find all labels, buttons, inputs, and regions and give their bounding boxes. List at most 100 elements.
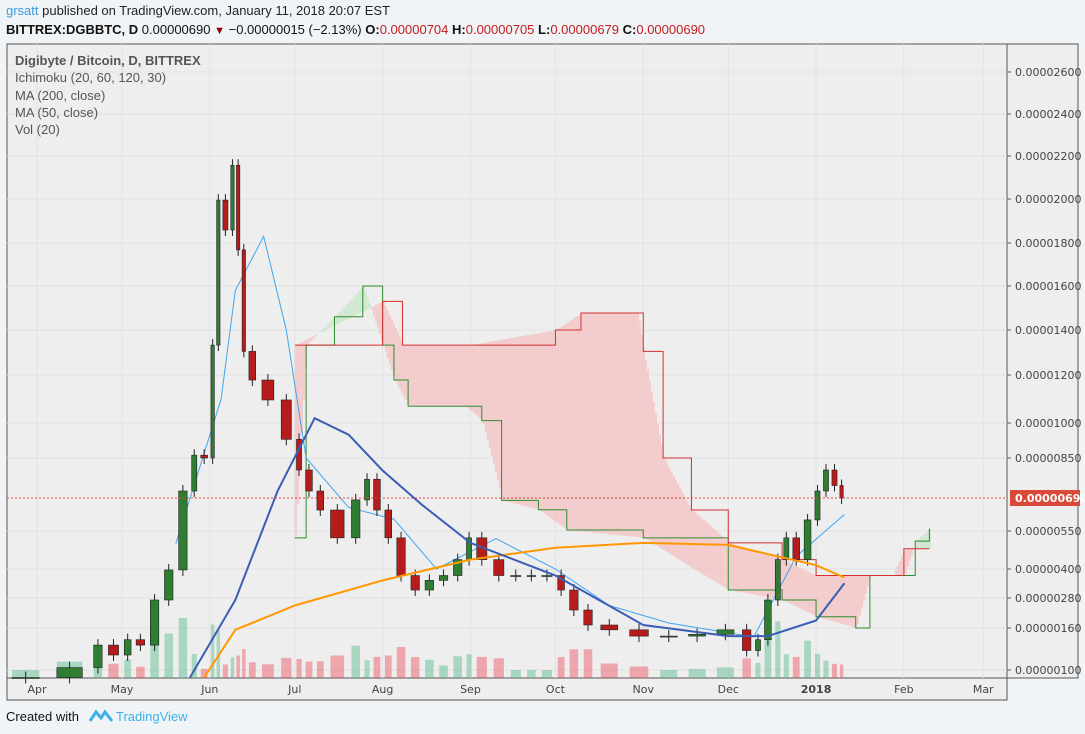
candle[interactable] [248,351,257,381]
legend-volume[interactable]: Vol (20) [15,122,60,138]
candle[interactable] [410,575,420,591]
candle[interactable] [93,644,103,668]
candle[interactable] [583,609,593,626]
candle[interactable] [56,667,83,678]
candle[interactable] [164,569,174,601]
candle[interactable] [774,559,781,601]
candle[interactable] [629,629,649,637]
volume-bar [281,657,292,678]
cloud-segment [816,575,820,617]
cloud-segment [378,303,382,334]
x-tick-label: Dec [718,683,739,696]
candle[interactable] [764,599,772,641]
candle[interactable] [216,199,221,346]
candle[interactable] [330,509,345,539]
candle[interactable] [11,677,40,679]
cloud-segment [330,320,334,327]
candle[interactable] [600,624,619,631]
candle[interactable] [135,639,145,646]
candle[interactable] [200,454,208,459]
candle[interactable] [839,485,844,499]
time-axis[interactable] [6,677,1008,701]
legend-ma200[interactable]: MA (200, close) [15,87,106,103]
cloud-segment [676,483,680,559]
y-tick-label: 0.00001600 [1015,280,1081,293]
legend-ma50[interactable]: MA (50, close) [15,104,99,120]
candle[interactable] [396,537,406,576]
candle[interactable] [557,575,565,591]
candle[interactable] [438,575,449,581]
candle[interactable] [351,499,361,539]
cloud-segment [414,345,418,407]
volume-bar [316,661,324,678]
candle[interactable] [364,478,370,501]
candle[interactable] [384,509,392,539]
candle[interactable] [280,399,292,440]
candle[interactable] [316,490,324,511]
cloud-segment [710,526,714,580]
candle[interactable] [831,469,838,486]
cloud-segment [476,343,480,417]
candle[interactable] [373,478,381,511]
candle[interactable] [305,469,313,492]
candle[interactable] [814,490,821,521]
cloud-segment [842,575,846,625]
candle[interactable] [241,249,246,352]
candle[interactable] [191,454,198,492]
cloud-segment [496,340,500,481]
candle[interactable] [210,344,215,459]
candle[interactable] [803,519,812,560]
cloud-segment [388,314,392,364]
candle[interactable] [688,633,706,637]
candle[interactable] [742,629,752,651]
y-tick-label: 0.00001800 [1015,237,1081,250]
cloud-segment [562,325,566,528]
cloud-segment [758,552,762,596]
candle[interactable] [792,537,800,560]
cloud-segment [838,575,842,624]
candle[interactable] [236,164,241,251]
candle[interactable] [823,469,829,492]
volume-bar [764,618,772,678]
cloud-segment [328,322,332,328]
cloud-segment [384,306,388,352]
candle[interactable] [230,164,235,231]
cloud-segment [854,575,858,628]
cloud-segment [656,424,660,547]
cloud-segment [434,345,438,407]
price-axis[interactable] [1006,43,1079,679]
candle[interactable] [755,639,761,651]
candle[interactable] [783,537,790,560]
candle[interactable] [526,575,536,577]
cloud-segment [504,338,508,502]
candle[interactable] [123,639,132,656]
candle[interactable] [493,559,505,576]
candle[interactable] [659,635,678,638]
cloud-segment [530,334,534,508]
cloud-segment [480,343,484,420]
cloud-segment [618,313,622,536]
cloud-segment [516,336,520,505]
candle[interactable] [569,589,579,611]
cloud-segment [766,554,770,598]
candle[interactable] [108,644,119,656]
candle[interactable] [424,580,434,591]
candle[interactable] [716,629,735,635]
candle[interactable] [261,379,275,401]
candle[interactable] [541,575,553,577]
cloud-segment [526,335,530,507]
candle[interactable] [453,559,463,576]
volume-bar [510,670,521,678]
tradingview-link[interactable]: TradingView [88,709,188,724]
author-link[interactable]: grsatt [6,3,39,18]
candle[interactable] [150,599,160,646]
price-chart[interactable]: 0.00002600 0.00002400 0.00002200 0.00002000… [0,0,1085,705]
legend-ichimoku[interactable]: Ichimoku (20, 60, 120, 30) [15,70,167,86]
candle[interactable] [510,575,522,577]
cloud-segment [694,512,698,571]
candle[interactable] [222,199,229,231]
candle[interactable] [178,490,188,571]
x-tick-label: Jul [287,683,301,696]
volume-bar [804,640,811,678]
cloud-segment [486,342,490,441]
